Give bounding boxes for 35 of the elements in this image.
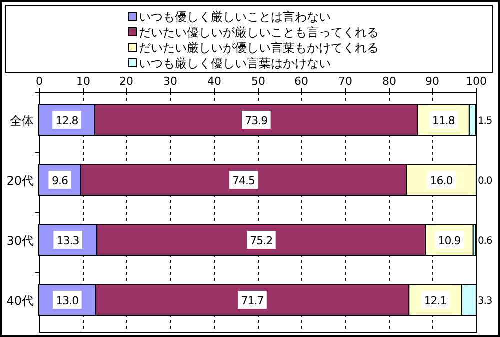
x-tick-label: 80 <box>382 75 396 88</box>
x-tick-label: 0 <box>36 75 43 88</box>
y-tick-label: 40代 <box>6 294 34 308</box>
x-tick-label: 60 <box>294 75 308 88</box>
data-label: 0.6 <box>478 236 492 247</box>
x-tick-label: 100 <box>466 75 487 88</box>
data-label: 74.5 <box>232 174 256 188</box>
x-tick-label: 70 <box>338 75 352 88</box>
x-tick-label: 40 <box>208 75 222 88</box>
data-label: 75.2 <box>250 234 273 248</box>
data-label: 0.0 <box>478 176 492 187</box>
data-label: 1.5 <box>478 116 492 127</box>
data-label: 13.3 <box>56 234 80 248</box>
x-tick-label: 20 <box>120 75 134 88</box>
x-tick-label: 50 <box>252 75 266 88</box>
x-tick-label: 30 <box>164 75 178 88</box>
legend-label: いつも厳しく優しい言葉はかけない <box>139 56 331 70</box>
y-tick-label: 20代 <box>6 174 34 188</box>
legend-label: いつも優しく厳しいことは言わない <box>139 10 331 24</box>
data-label: 13.0 <box>56 294 80 308</box>
y-tick-label: 30代 <box>6 234 34 248</box>
data-label: 3.3 <box>478 296 492 307</box>
data-label: 73.9 <box>245 114 268 128</box>
data-label: 9.6 <box>52 174 68 188</box>
data-label: 10.9 <box>438 234 462 248</box>
legend-label: だいたい優しいが厳しいことも言ってくれる <box>139 26 379 40</box>
data-label: 11.8 <box>432 114 456 128</box>
legend-label: だいたい厳しいが優しい言葉もかけてくれる <box>139 41 379 55</box>
data-label: 12.8 <box>56 114 79 128</box>
x-tick-label: 10 <box>76 75 90 88</box>
data-label: 12.1 <box>424 294 447 308</box>
data-label: 71.7 <box>241 294 264 308</box>
data-label: 16.0 <box>430 174 454 188</box>
x-tick-label: 90 <box>426 75 440 88</box>
y-tick-label: 全体 <box>10 114 34 128</box>
